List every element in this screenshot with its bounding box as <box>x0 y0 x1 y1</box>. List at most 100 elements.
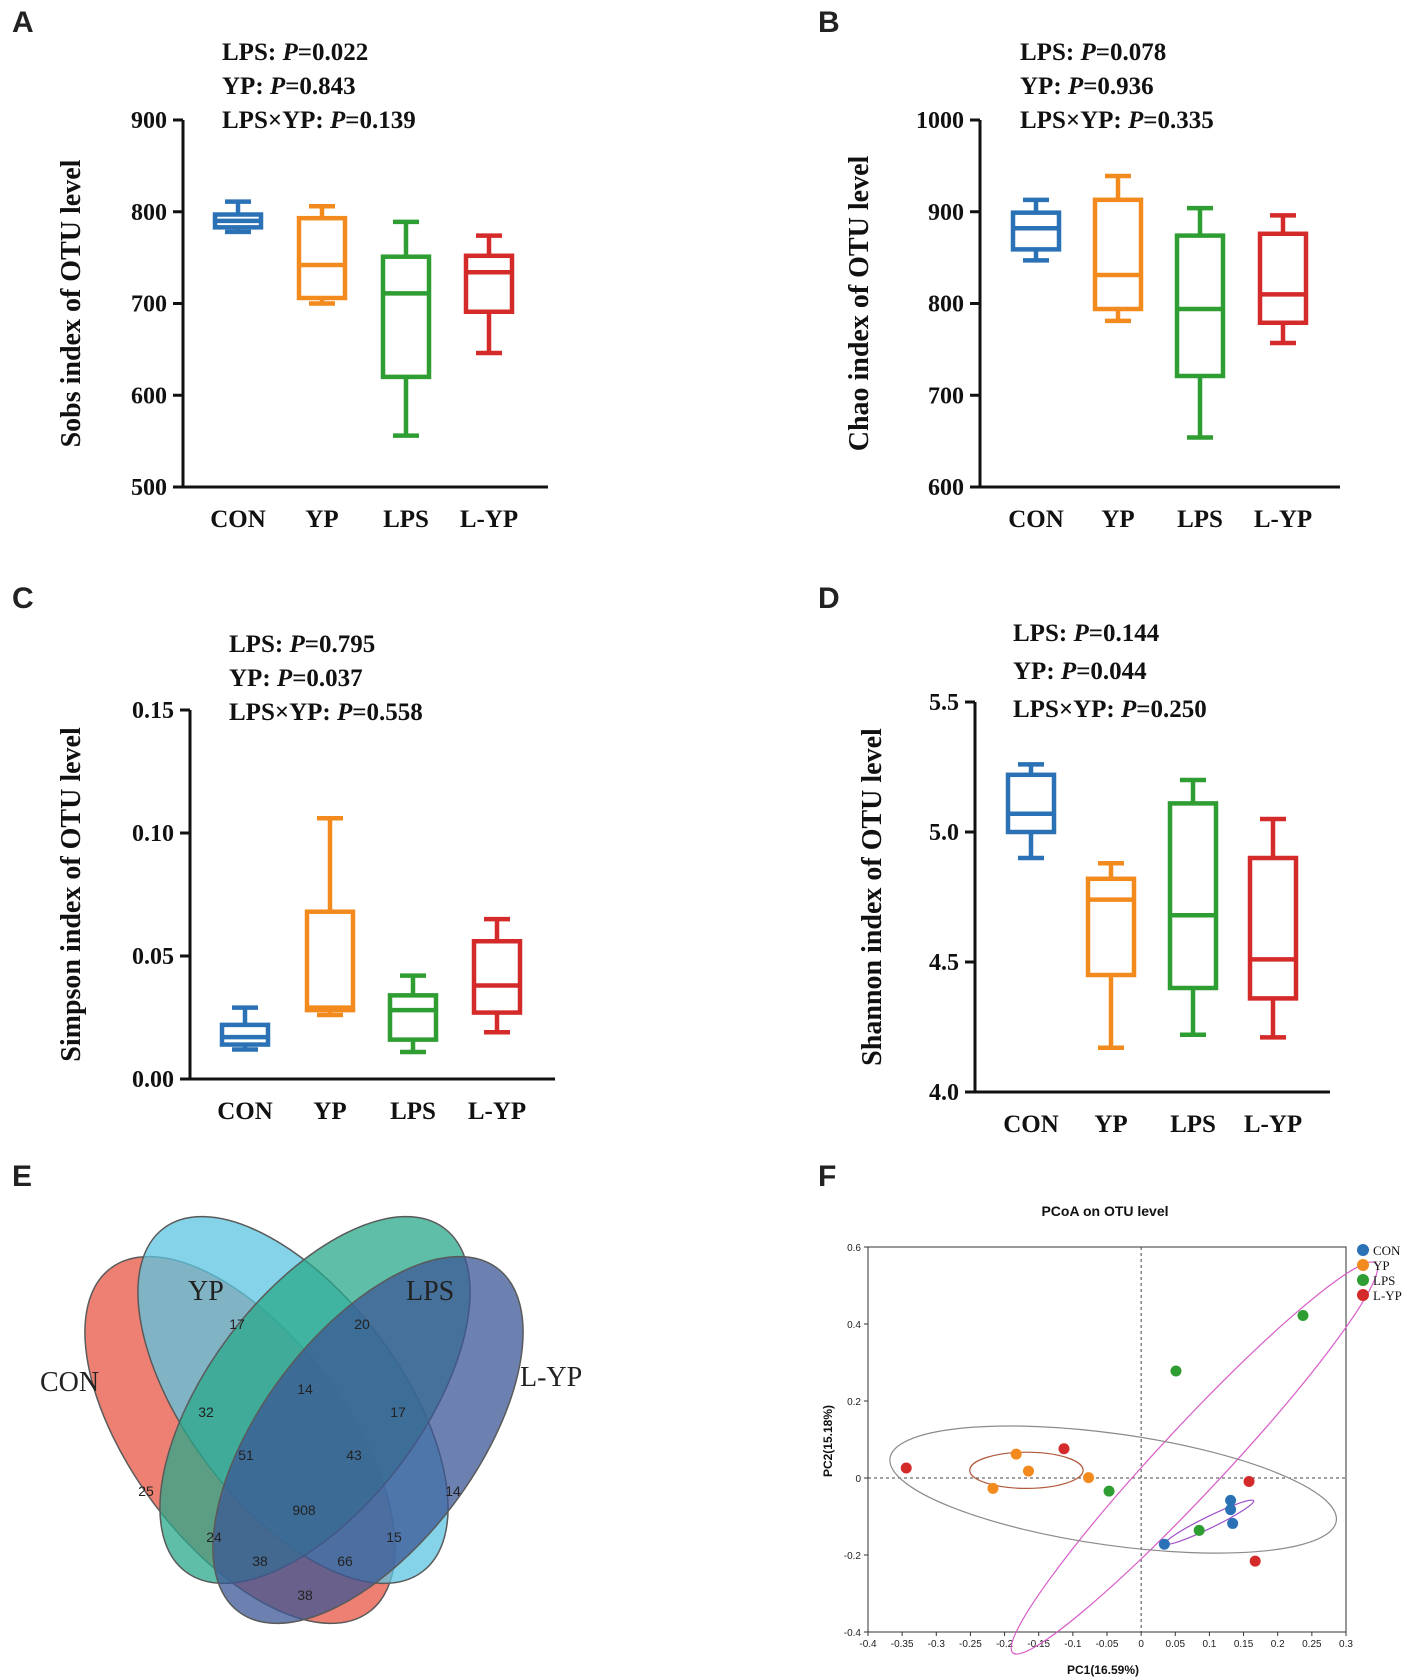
box-con <box>1005 762 1057 861</box>
y-tick-label: 4.5 <box>929 950 959 976</box>
box-iqr <box>304 909 356 1013</box>
box-con <box>1010 197 1062 263</box>
venn-label-con: CON <box>40 1367 99 1398</box>
panel-letter-d: D <box>818 582 840 615</box>
y-tick-label: 900 <box>131 108 167 134</box>
venn-count: 38 <box>297 1587 313 1603</box>
x-tick-label: -0.3 <box>928 1639 946 1650</box>
venn-ellipse-lyp <box>212 1255 524 1625</box>
point-yp <box>1010 1448 1022 1460</box>
box-con <box>219 1005 271 1052</box>
venn-count: 66 <box>337 1553 353 1569</box>
y-tick-label: 0 <box>855 1474 861 1485</box>
venn-diagram: CON YP LPS L-YP 25 17 20 14 32 14 17 24 … <box>40 1215 582 1625</box>
pcoa-x-axis-label: PC1(16.59%) <box>1067 1663 1139 1677</box>
panel-e: E CON YP LPS L-YP 25 17 20 14 32 14 17 2… <box>12 1160 582 1625</box>
y-axis-label: Sobs index of OTU level <box>56 159 87 447</box>
box-yp <box>296 203 348 306</box>
box-iqr <box>1092 197 1144 312</box>
box-iqr <box>1005 772 1057 835</box>
chao-box-plot: 600 700 800 900 1000 Chao index of OTU level C… <box>844 108 1340 533</box>
y-tick-label: 0.00 <box>132 1067 174 1093</box>
legend-marker-yp <box>1357 1259 1369 1271</box>
x-tick-label: -0.35 <box>891 1639 914 1650</box>
panel-d: D LPS: P=0.144 YP: P=0.044 LPS×YP: P=0.2… <box>818 582 1330 1138</box>
x-tick-label: 0 <box>1138 1639 1144 1650</box>
stat-yp-c: YP: P=0.037 <box>229 665 363 692</box>
box-lps <box>1167 777 1219 1038</box>
point-yp <box>987 1482 999 1494</box>
y-axis-label: Chao index of OTU level <box>844 156 875 452</box>
box-iqr <box>387 993 439 1042</box>
y-tick-label: 0.2 <box>847 1397 861 1408</box>
point-lps <box>1297 1310 1309 1322</box>
box-l-yp <box>1247 816 1299 1040</box>
x-category-label: CON <box>1003 1111 1059 1138</box>
point-con <box>1225 1504 1237 1516</box>
y-axis-label: Shannon index of OTU level <box>857 728 888 1066</box>
y-tick-label: 900 <box>928 200 964 226</box>
point-con <box>1158 1538 1170 1550</box>
x-tick-label: -0.4 <box>859 1639 877 1650</box>
x-category-label: YP <box>313 1098 346 1125</box>
y-tick-label: 800 <box>928 292 964 318</box>
y-tick-label: 5.5 <box>929 690 959 716</box>
point-lps <box>1170 1365 1182 1377</box>
point-l-yp <box>1249 1555 1261 1567</box>
y-tick-label: 700 <box>131 292 167 318</box>
x-tick-label: -0.25 <box>959 1639 982 1650</box>
stat-interaction-a: LPS×YP: P=0.139 <box>222 107 416 134</box>
x-category-label: YP <box>1101 506 1134 533</box>
x-category-label: L-YP <box>460 506 518 533</box>
legend-label-lyp: L-YP <box>1373 1288 1402 1303</box>
x-category-label: L-YP <box>468 1098 526 1125</box>
venn-label-lps: LPS <box>406 1276 454 1307</box>
pcoa-scatter-plot: -0.4 -0.35 -0.3 -0.25 -0.2 -0.15 -0.1 -0.05 0 0.0… <box>844 1243 1379 1655</box>
point-lps <box>1193 1524 1205 1536</box>
y-tick-label: 4.0 <box>929 1080 959 1106</box>
panel-letter-f: F <box>818 1160 836 1193</box>
x-category-label: CON <box>1008 506 1064 533</box>
venn-count: 17 <box>229 1316 245 1332</box>
shannon-box-plot: 4.0 4.5 5.0 5.5 Shannon index of OTU level CO… <box>857 690 1330 1138</box>
legend-label-yp: YP <box>1373 1258 1390 1273</box>
box-iqr <box>1167 801 1219 991</box>
box-yp <box>304 815 356 1018</box>
box-lps <box>1174 205 1226 440</box>
y-tick-label: 0.15 <box>132 698 174 724</box>
x-tick-label: 0.25 <box>1302 1639 1322 1650</box>
x-category-label: L-YP <box>1254 506 1312 533</box>
point-l-yp <box>1243 1475 1255 1487</box>
venn-count: 14 <box>297 1381 313 1397</box>
x-tick-label: -0.1 <box>1064 1639 1082 1650</box>
venn-count: 24 <box>206 1529 222 1545</box>
x-tick-label: 0.05 <box>1166 1639 1186 1650</box>
pcoa-y-axis-label: PC2(15.18%) <box>821 1405 835 1477</box>
legend-marker-lyp <box>1357 1289 1369 1301</box>
y-tick-label: 800 <box>131 200 167 226</box>
venn-label-lyp: L-YP <box>520 1362 582 1393</box>
box-iqr <box>1085 876 1137 978</box>
y-tick-label: 700 <box>928 383 964 409</box>
x-tick-label: 0.2 <box>1271 1639 1285 1650</box>
y-tick-label: 0.05 <box>132 944 174 970</box>
x-tick-label: 0.1 <box>1202 1639 1216 1650</box>
x-tick-label: -0.05 <box>1096 1639 1119 1650</box>
venn-count: 25 <box>138 1483 154 1499</box>
box-iqr <box>471 938 523 1015</box>
panel-letter-c: C <box>12 582 34 615</box>
venn-count: 20 <box>354 1316 370 1332</box>
point-con <box>1227 1517 1239 1529</box>
legend-marker-con <box>1357 1244 1369 1256</box>
y-tick-label: 0.6 <box>847 1243 861 1254</box>
venn-label-yp: YP <box>188 1276 224 1307</box>
panel-letter-e: E <box>12 1160 32 1193</box>
sobs-box-plot: 500 600 700 800 900 Sobs index of OTU level CO… <box>56 108 548 533</box>
panel-b: B LPS: P=0.078 YP: P=0.936 LPS×YP: P=0.3… <box>818 6 1340 533</box>
point-yp <box>1022 1465 1034 1477</box>
point-yp <box>1083 1472 1095 1484</box>
x-category-label: YP <box>305 506 338 533</box>
x-category-label: LPS <box>383 506 429 533</box>
confidence-ellipse-con <box>1164 1499 1255 1546</box>
venn-count: 14 <box>445 1483 461 1499</box>
